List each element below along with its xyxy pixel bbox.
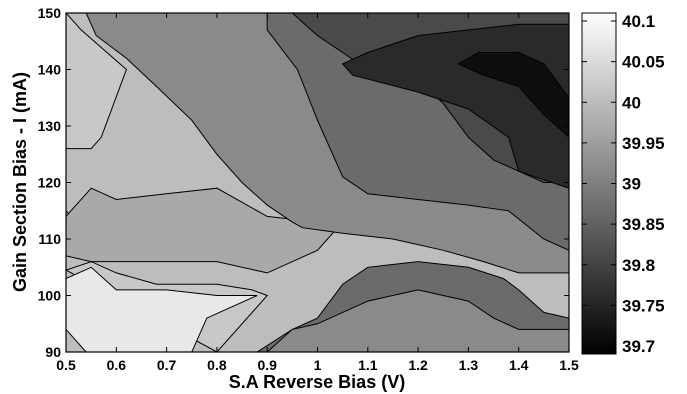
x-tick-label: 1.5 xyxy=(559,357,579,373)
x-tick-label: 0.7 xyxy=(157,357,177,373)
x-tick-label: 1 xyxy=(314,357,322,373)
colorbar xyxy=(581,12,617,355)
y-tick-label: 140 xyxy=(38,62,62,78)
colorbar-tick-label: 40.1 xyxy=(622,12,655,31)
x-tick-label: 0.5 xyxy=(56,357,76,373)
y-tick-label: 130 xyxy=(38,118,62,134)
colorbar-ticks: 40.1 40.05 40 39.95 39 39.85 39.8 39.75 39.7 xyxy=(582,12,665,356)
y-tick-label: 100 xyxy=(38,288,62,304)
contour-region-region-3970-peak xyxy=(457,52,569,138)
y-tick-label: 110 xyxy=(38,231,61,247)
y-tick-label: 150 xyxy=(38,5,62,21)
y-tick-label: 120 xyxy=(38,175,62,191)
x-tick-label: 0.9 xyxy=(257,357,277,373)
colorbar-tick-label: 39 xyxy=(622,175,641,194)
contour-regions xyxy=(66,13,569,352)
x-tick-label: 1.1 xyxy=(358,357,378,373)
colorbar-tick-label: 39.7 xyxy=(622,337,655,356)
y-tick-label: 90 xyxy=(45,344,61,360)
colorbar-tick-label: 39.95 xyxy=(622,134,665,153)
x-tick-label: 0.6 xyxy=(107,357,127,373)
contour-region-region-4005-bottom-left xyxy=(66,266,258,352)
x-axis-title: S.A Reverse Bias (V) xyxy=(229,372,405,392)
x-axis-ticks: 0.5 0.6 0.7 0.8 0.9 1 1.1 1.2 1.3 1.4 1.5 xyxy=(56,13,579,373)
y-axis-title: Gain Section Bias - I (mA) xyxy=(10,72,30,292)
colorbar-tick-label: 40.05 xyxy=(622,53,665,72)
y-axis-ticks: 90 100 110 120 130 140 150 xyxy=(38,5,569,360)
colorbar-tick-label: 40 xyxy=(622,93,641,112)
colorbar-tick-label: 39.75 xyxy=(622,296,665,315)
x-tick-label: 1.2 xyxy=(408,357,428,373)
x-tick-label: 1.4 xyxy=(509,357,529,373)
colorbar-tick-label: 39.8 xyxy=(622,256,655,275)
contour-region-region-3990-lower xyxy=(266,289,569,352)
colorbar-tick-label: 39.85 xyxy=(622,215,665,234)
x-tick-label: 1.3 xyxy=(459,357,479,373)
x-tick-label: 0.8 xyxy=(207,357,227,373)
contour-region-region-40-left-top xyxy=(66,13,127,150)
